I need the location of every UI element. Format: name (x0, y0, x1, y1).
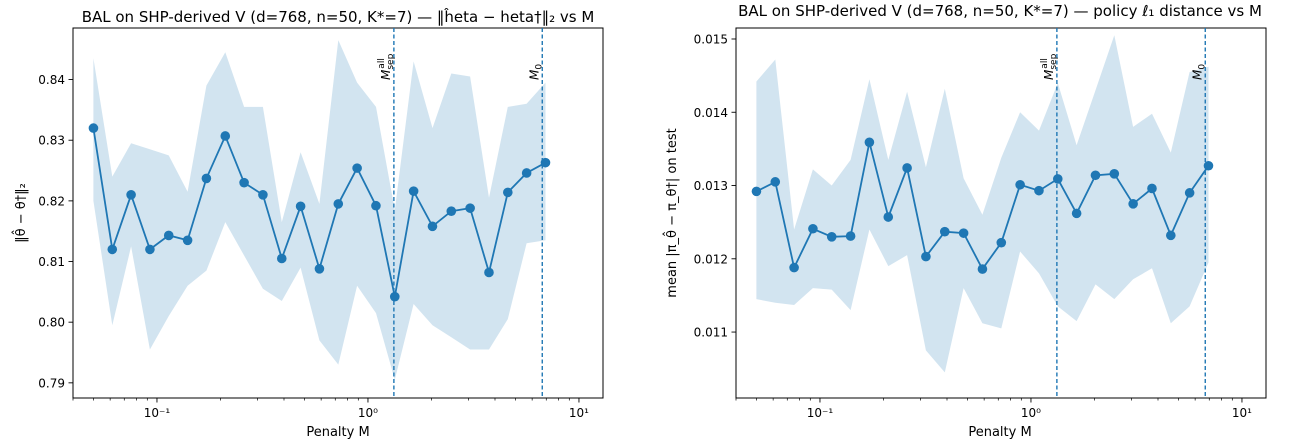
y-tick-label: 0.83 (38, 134, 65, 148)
data-point (145, 244, 155, 255)
data-point (996, 237, 1007, 248)
axis-ticks: 10⁻¹ 10⁰ 10¹ 0.79 0.80 0.81 0.82 0.83 0.84 (38, 73, 589, 420)
data-point (1109, 169, 1120, 179)
y-tick-label: 0.81 (38, 255, 65, 269)
x-tick-label: 10⁻¹ (807, 406, 834, 420)
data-point (182, 235, 193, 246)
data-point (1052, 174, 1063, 184)
y-axis-label: ‖θ̂ − θ†‖₂ (12, 183, 29, 243)
chart-left: Msepall M0 10⁻¹ 10⁰ 10¹ 0.79 0.80 0.81 0.82 0.83… (12, 7, 604, 440)
reference-lines: Msepall M0 (377, 28, 544, 398)
data-point (258, 190, 268, 200)
data-point (446, 206, 457, 216)
y-tick-label: 0.79 (38, 376, 65, 390)
data-point (1147, 183, 1157, 194)
std-band (756, 35, 1209, 373)
axis-ticks: 10⁻¹ 10⁰ 10¹ 0.011 0.012 0.013 0.014 0.015 (694, 32, 1253, 420)
y-tick-label: 0.013 (694, 179, 728, 193)
data-point (1166, 230, 1176, 241)
data-point (503, 187, 513, 198)
data-point (333, 199, 344, 209)
data-point (276, 253, 287, 264)
data-point (1034, 185, 1044, 196)
vline-label: Msepall (1040, 53, 1059, 80)
chart-right: Msepall M0 10⁻¹ 10⁰ 10¹ 0.011 0.012 0.013 0.014… (663, 2, 1267, 440)
data-point (521, 168, 532, 178)
y-tick-label: 0.80 (38, 316, 65, 330)
data-point (163, 230, 174, 241)
data-point (921, 251, 931, 262)
chart-title: BAL on SHP-derived V (d=768, n=50, K*=7)… (82, 7, 595, 26)
data-point (540, 157, 551, 168)
data-point (770, 177, 781, 187)
data-point (201, 173, 212, 184)
data-point (902, 163, 912, 173)
data-point (107, 244, 118, 255)
data-point (939, 226, 950, 237)
data-point (220, 131, 231, 141)
data-point (789, 262, 799, 273)
x-tick-label: 10⁰ (1021, 406, 1041, 420)
x-tick-label: 10⁰ (358, 406, 378, 420)
data-series (751, 137, 1214, 274)
confidence-band (93, 40, 546, 380)
x-axis-label: Penalty M (306, 425, 369, 440)
data-point (1071, 208, 1082, 219)
x-tick-label: 10⁻¹ (144, 406, 171, 420)
data-point (977, 264, 988, 274)
data-point (408, 186, 419, 196)
data-point (88, 123, 99, 133)
data-point (389, 291, 400, 302)
vline-label: M0 (527, 64, 544, 80)
data-point (352, 163, 362, 173)
y-tick-label: 0.84 (38, 73, 65, 87)
plot-frame (735, 27, 1267, 399)
data-point (427, 221, 438, 232)
y-tick-label: 0.011 (694, 326, 728, 340)
data-point (1184, 188, 1195, 198)
data-point (845, 231, 856, 241)
y-tick-label: 0.82 (38, 194, 65, 208)
data-point (239, 177, 249, 188)
x-axis-label: Penalty M (968, 425, 1031, 440)
x-tick-label: 10¹ (569, 406, 589, 420)
data-point (484, 267, 494, 278)
vline-label: M0 (1190, 64, 1207, 80)
data-point (1090, 170, 1101, 181)
data-point (465, 203, 475, 213)
data-point (808, 223, 818, 234)
data-point (371, 200, 381, 211)
y-tick-label: 0.015 (694, 32, 728, 46)
data-point (883, 212, 894, 222)
y-axis-label: mean |π_θ̂ − π_θ†| on test (663, 128, 680, 297)
confidence-band (756, 35, 1209, 373)
data-point (958, 228, 969, 238)
y-tick-label: 0.012 (694, 252, 728, 266)
data-point (826, 232, 837, 242)
vline-label: Msepall (377, 53, 396, 80)
data-series (88, 123, 551, 302)
plot-frame (72, 27, 604, 399)
data-point (314, 264, 325, 274)
data-point (751, 186, 762, 197)
data-point (1015, 179, 1025, 190)
x-tick-label: 10¹ (1232, 406, 1252, 420)
reference-lines: Msepall M0 (1040, 28, 1207, 398)
data-point (295, 201, 306, 212)
data-point (864, 137, 875, 148)
data-point (1203, 160, 1214, 171)
std-band (93, 40, 546, 380)
y-tick-label: 0.014 (694, 106, 728, 120)
data-point (126, 190, 136, 200)
data-point (1128, 199, 1138, 209)
chart-title: BAL on SHP-derived V (d=768, n=50, K*=7)… (738, 2, 1262, 20)
